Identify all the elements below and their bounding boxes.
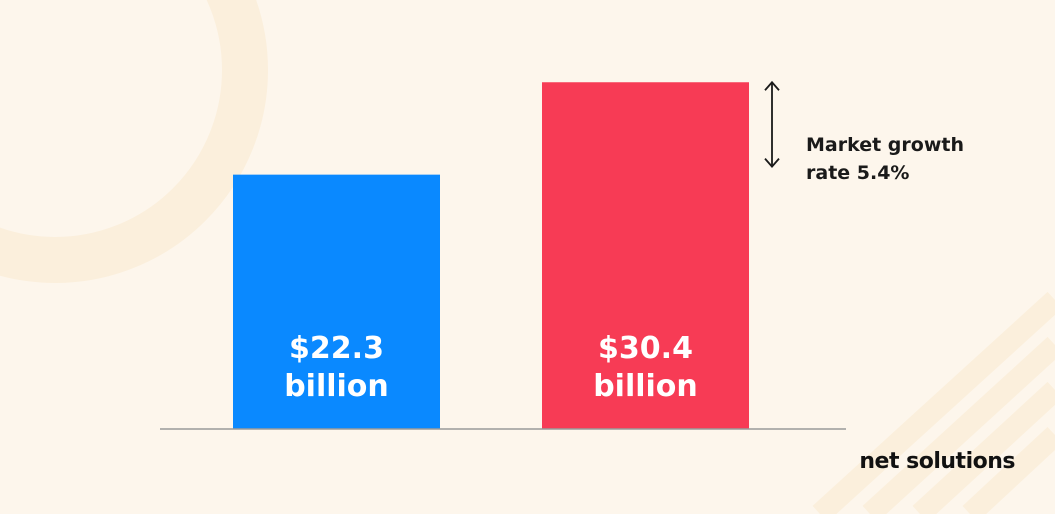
annotation-line-1: Market growth — [806, 134, 964, 156]
logo-text: net solutions — [859, 449, 1015, 474]
bar-2-label-line-1: $30.4 — [598, 331, 693, 366]
annotation-line-2: rate 5.4% — [806, 162, 909, 184]
bar-1-label-line-1: $22.3 — [289, 331, 384, 366]
decorative-stripes — [812, 291, 1055, 514]
double-arrow-icon — [764, 80, 780, 169]
arrow-head-top — [764, 80, 780, 91]
growth-annotation: Market growth rate 5.4% — [764, 80, 964, 184]
bar-2 — [542, 82, 749, 429]
bar-1 — [233, 174, 440, 429]
bar-1-label-line-2: billion — [284, 369, 389, 404]
bar-2-label-line-2: billion — [593, 369, 698, 404]
net-solutions-logo: net solutions — [859, 449, 1015, 474]
decorative-ring — [0, 0, 268, 283]
arrow-head-bottom — [764, 158, 780, 169]
